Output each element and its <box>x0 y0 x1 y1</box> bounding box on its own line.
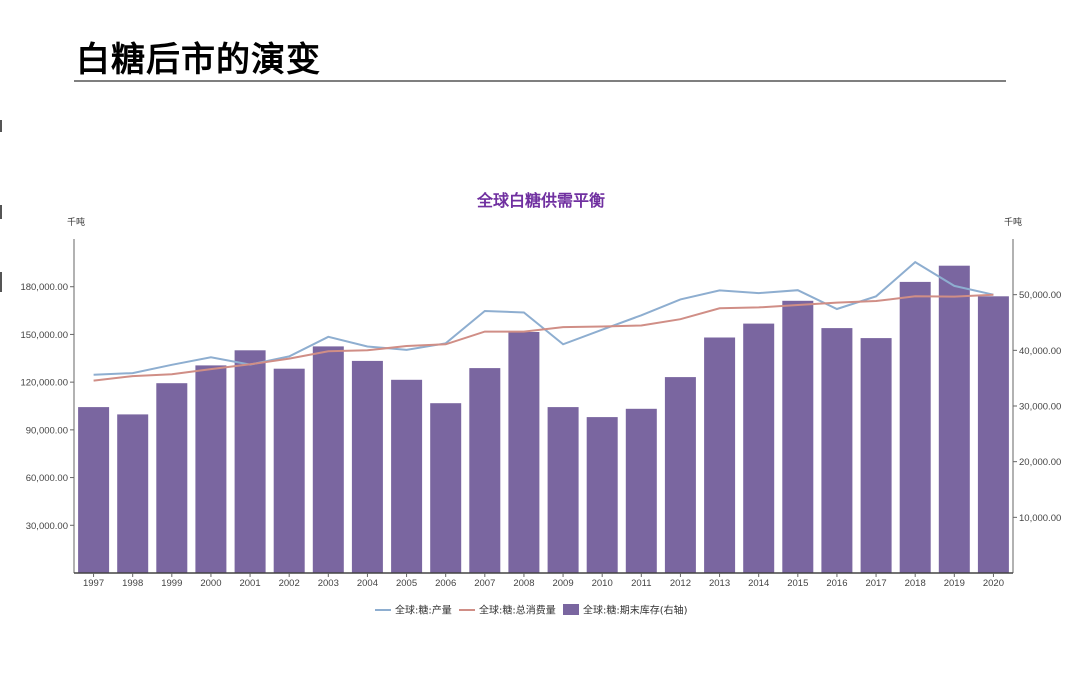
left-tick-label: 90,000.00 <box>26 425 68 436</box>
legend-label: 全球:糖:产量 <box>395 604 452 617</box>
x-tick-label: 1997 <box>83 578 104 589</box>
bar-stocks-2005 <box>391 379 423 573</box>
bar-stocks-2007 <box>469 368 501 573</box>
right-tick-label: 40,000.00 <box>1019 346 1061 357</box>
x-tick-label: 2000 <box>200 578 221 589</box>
bar-stocks-2015 <box>782 300 814 573</box>
right-tick-label: 50,000.00 <box>1019 290 1061 301</box>
left-tick-label: 150,000.00 <box>20 330 68 341</box>
chart-title: 全球白糖供需平衡 <box>476 191 605 210</box>
bar-stocks-1999 <box>156 383 188 573</box>
x-tick-label: 1998 <box>122 578 143 589</box>
x-tick-label: 2002 <box>279 578 300 589</box>
bar-stocks-2018 <box>899 281 931 573</box>
x-tick-label: 2005 <box>396 578 417 589</box>
x-tick-label: 2008 <box>513 578 534 589</box>
right-tick-label: 20,000.00 <box>1019 457 1061 468</box>
x-tick-label: 2003 <box>318 578 339 589</box>
bar-stocks-2010 <box>586 417 618 573</box>
page-title: 白糖后市的演变 <box>76 40 321 80</box>
left-edge-mark <box>0 120 2 132</box>
left-tick-label: 60,000.00 <box>26 473 68 484</box>
bar-stocks-2000 <box>195 365 227 573</box>
bar-stocks-2009 <box>547 407 579 573</box>
bar-stocks-2013 <box>704 337 736 573</box>
right-axis-unit: 千吨 <box>1004 216 1022 228</box>
left-tick-label: 180,000.00 <box>20 282 68 293</box>
left-tick-label: 30,000.00 <box>26 521 68 532</box>
x-tick-label: 2013 <box>709 578 730 589</box>
x-tick-label: 2001 <box>239 578 260 589</box>
bar-stocks-1997 <box>78 407 110 573</box>
bar-stocks-1998 <box>117 414 149 573</box>
left-axis-unit: 千吨 <box>67 216 85 228</box>
bar-stocks-2008 <box>508 332 540 573</box>
x-tick-label: 2010 <box>592 578 613 589</box>
left-tick-label: 120,000.00 <box>20 378 68 389</box>
bar-stocks-2003 <box>312 346 344 573</box>
x-tick-label: 2009 <box>552 578 573 589</box>
right-tick-label: 10,000.00 <box>1019 513 1061 524</box>
line-series-production <box>93 260 994 376</box>
x-tick-label: 2014 <box>748 578 769 589</box>
x-tick-label: 2015 <box>787 578 808 589</box>
bar-stocks-2019 <box>938 265 970 573</box>
x-tick-label: 2017 <box>865 578 886 589</box>
x-tick-label: 2018 <box>905 578 926 589</box>
bar-stocks-2017 <box>860 338 892 573</box>
bar-stocks-2002 <box>273 368 305 573</box>
right-tick-label: 30,000.00 <box>1019 402 1061 413</box>
bar-stocks-2006 <box>430 403 462 573</box>
x-tick-label: 2012 <box>670 578 691 589</box>
line-series-consumption <box>93 293 994 382</box>
x-tick-label: 2019 <box>944 578 965 589</box>
x-tick-label: 1999 <box>161 578 182 589</box>
legend-swatch-stocks <box>563 604 579 615</box>
bar-stocks-2016 <box>821 328 853 573</box>
bar-stocks-2012 <box>664 377 696 573</box>
left-edge-mark <box>0 205 2 219</box>
x-tick-label: 2006 <box>435 578 456 589</box>
x-tick-label: 2007 <box>474 578 495 589</box>
bar-stocks-2011 <box>625 408 657 573</box>
title-divider <box>74 80 1006 82</box>
x-tick-label: 2004 <box>357 578 378 589</box>
left-edge-mark <box>0 272 2 292</box>
x-tick-label: 2016 <box>826 578 847 589</box>
legend-label: 全球:糖:期末库存(右轴) <box>583 604 688 617</box>
legend-label: 全球:糖:总消费量 <box>479 604 556 617</box>
bar-stocks-2001 <box>234 350 266 573</box>
bar-stocks-2014 <box>743 323 775 573</box>
x-tick-label: 2020 <box>983 578 1004 589</box>
bar-stocks-2020 <box>977 296 1009 573</box>
bar-stocks-2004 <box>351 360 383 573</box>
x-tick-label: 2011 <box>631 578 651 589</box>
